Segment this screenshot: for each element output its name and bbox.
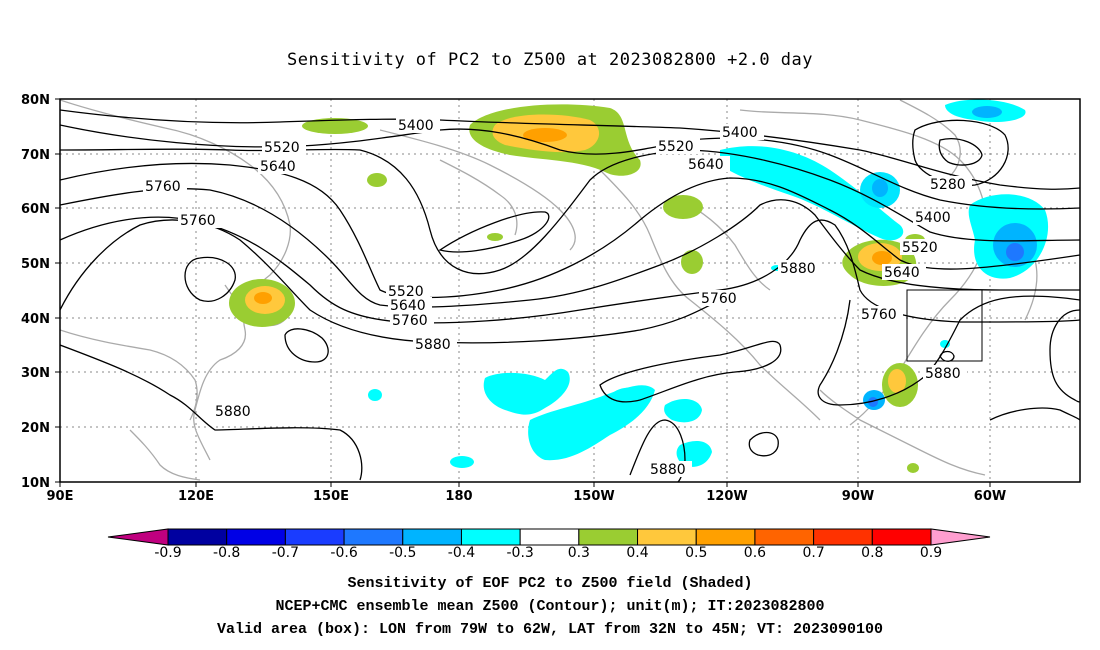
contour-label: 5760 xyxy=(701,291,737,307)
lon-label: 180 xyxy=(445,489,472,504)
colorbar-label: -0.7 xyxy=(272,545,299,561)
colorbar: -0.9 -0.8 -0.7 -0.6 -0.5 -0.4 -0.3 0.3 0.4 0.5 0.6… xyxy=(107,528,991,561)
valid-area-box xyxy=(906,289,983,362)
contour-label: 5880 xyxy=(415,337,451,353)
longitude-labels: 90E 120E 150E 180 150W 120W 90W 60W xyxy=(47,489,1007,504)
contour-label: 5520 xyxy=(388,284,424,300)
contour-label: 5520 xyxy=(658,139,694,155)
colorbar-cell xyxy=(695,528,756,546)
contour-label: 5520 xyxy=(264,140,300,156)
contour-label: 5880 xyxy=(925,366,961,382)
colorbar-cell xyxy=(637,528,697,546)
caption-line-3: Valid area (box): LON from 79W to 62W, L… xyxy=(216,621,884,638)
colorbar-cell xyxy=(402,528,462,546)
lon-label: 60W xyxy=(974,489,1006,504)
lat-label: 60N xyxy=(21,202,50,217)
colorbar-label: -0.8 xyxy=(213,545,240,561)
colorbar-label: -0.3 xyxy=(506,545,533,561)
contour-label: 5400 xyxy=(915,210,951,226)
map-frame xyxy=(59,98,1081,483)
colorbar-label: -0.9 xyxy=(154,545,181,561)
lon-label: 90W xyxy=(842,489,874,504)
colorbar-cell xyxy=(578,528,639,546)
contour-label: 5520 xyxy=(902,240,938,256)
colorbar-label: 0.3 xyxy=(568,545,590,561)
colorbar-cell xyxy=(167,528,228,546)
contour-labels: 5400 5400 5520 5520 5640 5640 5760 5760 … xyxy=(143,117,972,478)
lat-label: 40N xyxy=(21,312,50,327)
contour-label: 5640 xyxy=(390,298,426,314)
colorbar-label: 0.7 xyxy=(802,545,824,561)
lat-label: 10N xyxy=(21,476,50,491)
contour-label: 5640 xyxy=(260,159,296,175)
colorbar-cell xyxy=(284,528,345,546)
lon-label: 120E xyxy=(178,489,214,504)
caption-line-1: Sensitivity of EOF PC2 to Z500 field (Sh… xyxy=(347,575,753,592)
colorbar-label: -0.5 xyxy=(389,545,416,561)
colorbar-label: 0.4 xyxy=(626,545,648,561)
contour-label: 5760 xyxy=(180,213,216,229)
lon-label: 120W xyxy=(706,489,747,504)
contour-label: 5280 xyxy=(930,177,966,193)
colorbar-cell xyxy=(754,528,815,546)
colorbar-cell xyxy=(226,528,286,546)
colorbar-cell xyxy=(813,528,873,546)
colorbar-cell xyxy=(343,528,404,546)
negative-sensitivity-shading xyxy=(368,99,1049,468)
contour-label: 5880 xyxy=(650,462,686,478)
contour-label: 5400 xyxy=(398,118,434,134)
contour-label: 5640 xyxy=(884,265,920,281)
contour-label: 5880 xyxy=(780,261,816,277)
contour-label: 5760 xyxy=(392,313,428,329)
colorbar-label: 0.8 xyxy=(861,545,883,561)
contour-label: 5640 xyxy=(688,157,724,173)
lon-label: 150W xyxy=(573,489,614,504)
colorbar-label: 0.5 xyxy=(685,545,707,561)
lat-label: 80N xyxy=(21,93,50,108)
colorbar-label: -0.4 xyxy=(448,545,475,561)
latitude-labels: 80N 70N 60N 50N 40N 30N 20N 10N xyxy=(21,93,50,491)
colorbar-cell xyxy=(460,528,521,546)
lat-label: 30N xyxy=(21,366,50,381)
lat-label: 20N xyxy=(21,421,50,436)
axis-ticks xyxy=(55,98,991,487)
contour-label: 5400 xyxy=(722,125,758,141)
contour-label: 5760 xyxy=(861,307,897,323)
colorbar-label: 0.9 xyxy=(920,545,942,561)
lat-label: 70N xyxy=(21,148,50,163)
plot-title: Sensitivity of PC2 to Z500 at 2023082800… xyxy=(286,50,813,70)
caption-line-2: NCEP+CMC ensemble mean Z500 (Contour); u… xyxy=(275,598,825,615)
contour-label: 5880 xyxy=(215,404,251,420)
colorbar-label: -0.6 xyxy=(330,545,357,561)
contour-label: 5760 xyxy=(145,179,181,195)
colorbar-right-triangle xyxy=(930,528,991,546)
lon-label: 90E xyxy=(47,489,74,504)
colorbar-label: 0.6 xyxy=(744,545,766,561)
colorbar-cell xyxy=(519,528,580,546)
lon-label: 150E xyxy=(313,489,349,504)
lat-label: 50N xyxy=(21,257,50,272)
colorbar-cell xyxy=(871,528,932,546)
positive-sensitivity-shading xyxy=(229,104,925,473)
colorbar-left-triangle xyxy=(107,528,169,546)
